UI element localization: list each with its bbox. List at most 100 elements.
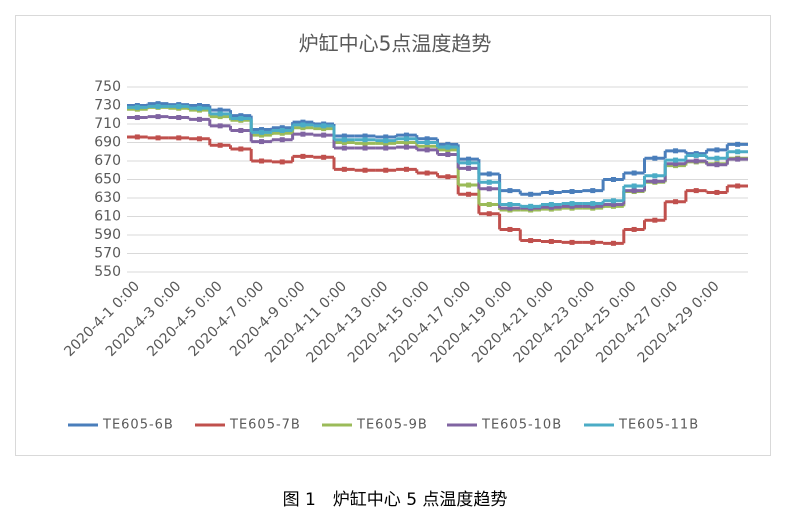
marker <box>486 211 492 217</box>
marker <box>652 173 658 179</box>
marker <box>548 204 554 210</box>
marker <box>259 127 265 133</box>
y-tick-label: 710 <box>94 116 121 132</box>
marker <box>631 170 637 176</box>
marker <box>735 141 741 147</box>
marker <box>403 136 409 142</box>
marker <box>341 145 347 151</box>
caption: 图 1 炉缸中心 5 点温度趋势 <box>283 489 508 510</box>
marker <box>652 155 658 161</box>
marker <box>341 140 347 145</box>
marker <box>238 115 244 121</box>
marker <box>445 144 451 150</box>
marker <box>466 182 472 188</box>
marker <box>424 136 430 142</box>
marker <box>176 115 182 121</box>
marker <box>362 167 368 173</box>
marker <box>445 152 451 158</box>
marker <box>486 171 492 177</box>
marker <box>238 146 244 152</box>
marker <box>590 188 596 194</box>
y-tick-label: 550 <box>94 264 121 280</box>
marker <box>300 131 306 137</box>
marker <box>466 160 472 166</box>
marker <box>403 144 409 150</box>
marker <box>424 140 430 145</box>
y-tick-label: 630 <box>94 190 121 206</box>
marker <box>714 189 720 195</box>
marker <box>569 203 575 209</box>
marker <box>673 161 679 167</box>
marker <box>300 125 306 131</box>
marker <box>610 177 616 182</box>
marker <box>424 147 430 153</box>
marker <box>155 135 161 141</box>
marker <box>134 115 140 121</box>
marker <box>217 114 223 120</box>
marker <box>279 130 285 136</box>
marker <box>445 174 451 180</box>
marker <box>590 239 596 245</box>
legend-label: TE605-6B <box>102 418 174 433</box>
marker <box>155 103 161 109</box>
marker <box>714 147 720 153</box>
marker <box>548 238 554 244</box>
marker <box>569 201 575 207</box>
marker <box>507 188 513 194</box>
marker <box>341 133 347 139</box>
marker <box>341 137 347 143</box>
marker <box>466 191 472 197</box>
marker <box>486 179 492 185</box>
marker <box>259 132 265 138</box>
marker <box>403 132 409 138</box>
marker <box>693 158 699 164</box>
marker <box>362 137 368 143</box>
marker <box>735 149 741 155</box>
marker <box>631 183 637 189</box>
marker <box>279 127 285 133</box>
marker <box>528 203 534 209</box>
marker <box>693 152 699 158</box>
marker <box>217 111 223 117</box>
marker <box>176 103 182 109</box>
marker <box>155 114 161 120</box>
y-tick-label: 750 <box>94 79 121 95</box>
marker <box>362 140 368 146</box>
legend-label: TE605-9B <box>356 418 428 433</box>
y-tick-label: 590 <box>94 227 121 243</box>
marker <box>279 159 285 165</box>
marker <box>238 113 244 119</box>
marker <box>362 133 368 139</box>
marker <box>445 141 451 147</box>
marker <box>548 189 554 195</box>
marker <box>217 142 223 148</box>
marker <box>238 127 244 133</box>
marker <box>259 129 265 135</box>
legend-label: TE605-7B <box>229 418 301 433</box>
marker <box>528 191 534 197</box>
marker <box>134 134 140 140</box>
marker <box>735 156 741 162</box>
y-tick-label: 670 <box>94 153 121 169</box>
marker <box>279 125 285 131</box>
marker <box>507 226 513 232</box>
marker <box>631 226 637 232</box>
marker <box>196 136 202 142</box>
marker <box>652 217 658 223</box>
y-tick-label: 570 <box>94 246 121 262</box>
marker <box>383 145 389 151</box>
marker <box>486 186 492 192</box>
y-tick-label: 610 <box>94 209 121 225</box>
marker <box>259 139 265 145</box>
marker <box>403 166 409 172</box>
chart-title: 炉缸中心5点温度趋势 <box>299 32 492 56</box>
marker <box>424 170 430 176</box>
marker <box>321 132 327 138</box>
marker <box>673 157 679 163</box>
marker <box>279 137 285 143</box>
marker <box>424 143 430 149</box>
marker <box>569 239 575 245</box>
marker <box>383 134 389 140</box>
marker <box>383 140 389 146</box>
